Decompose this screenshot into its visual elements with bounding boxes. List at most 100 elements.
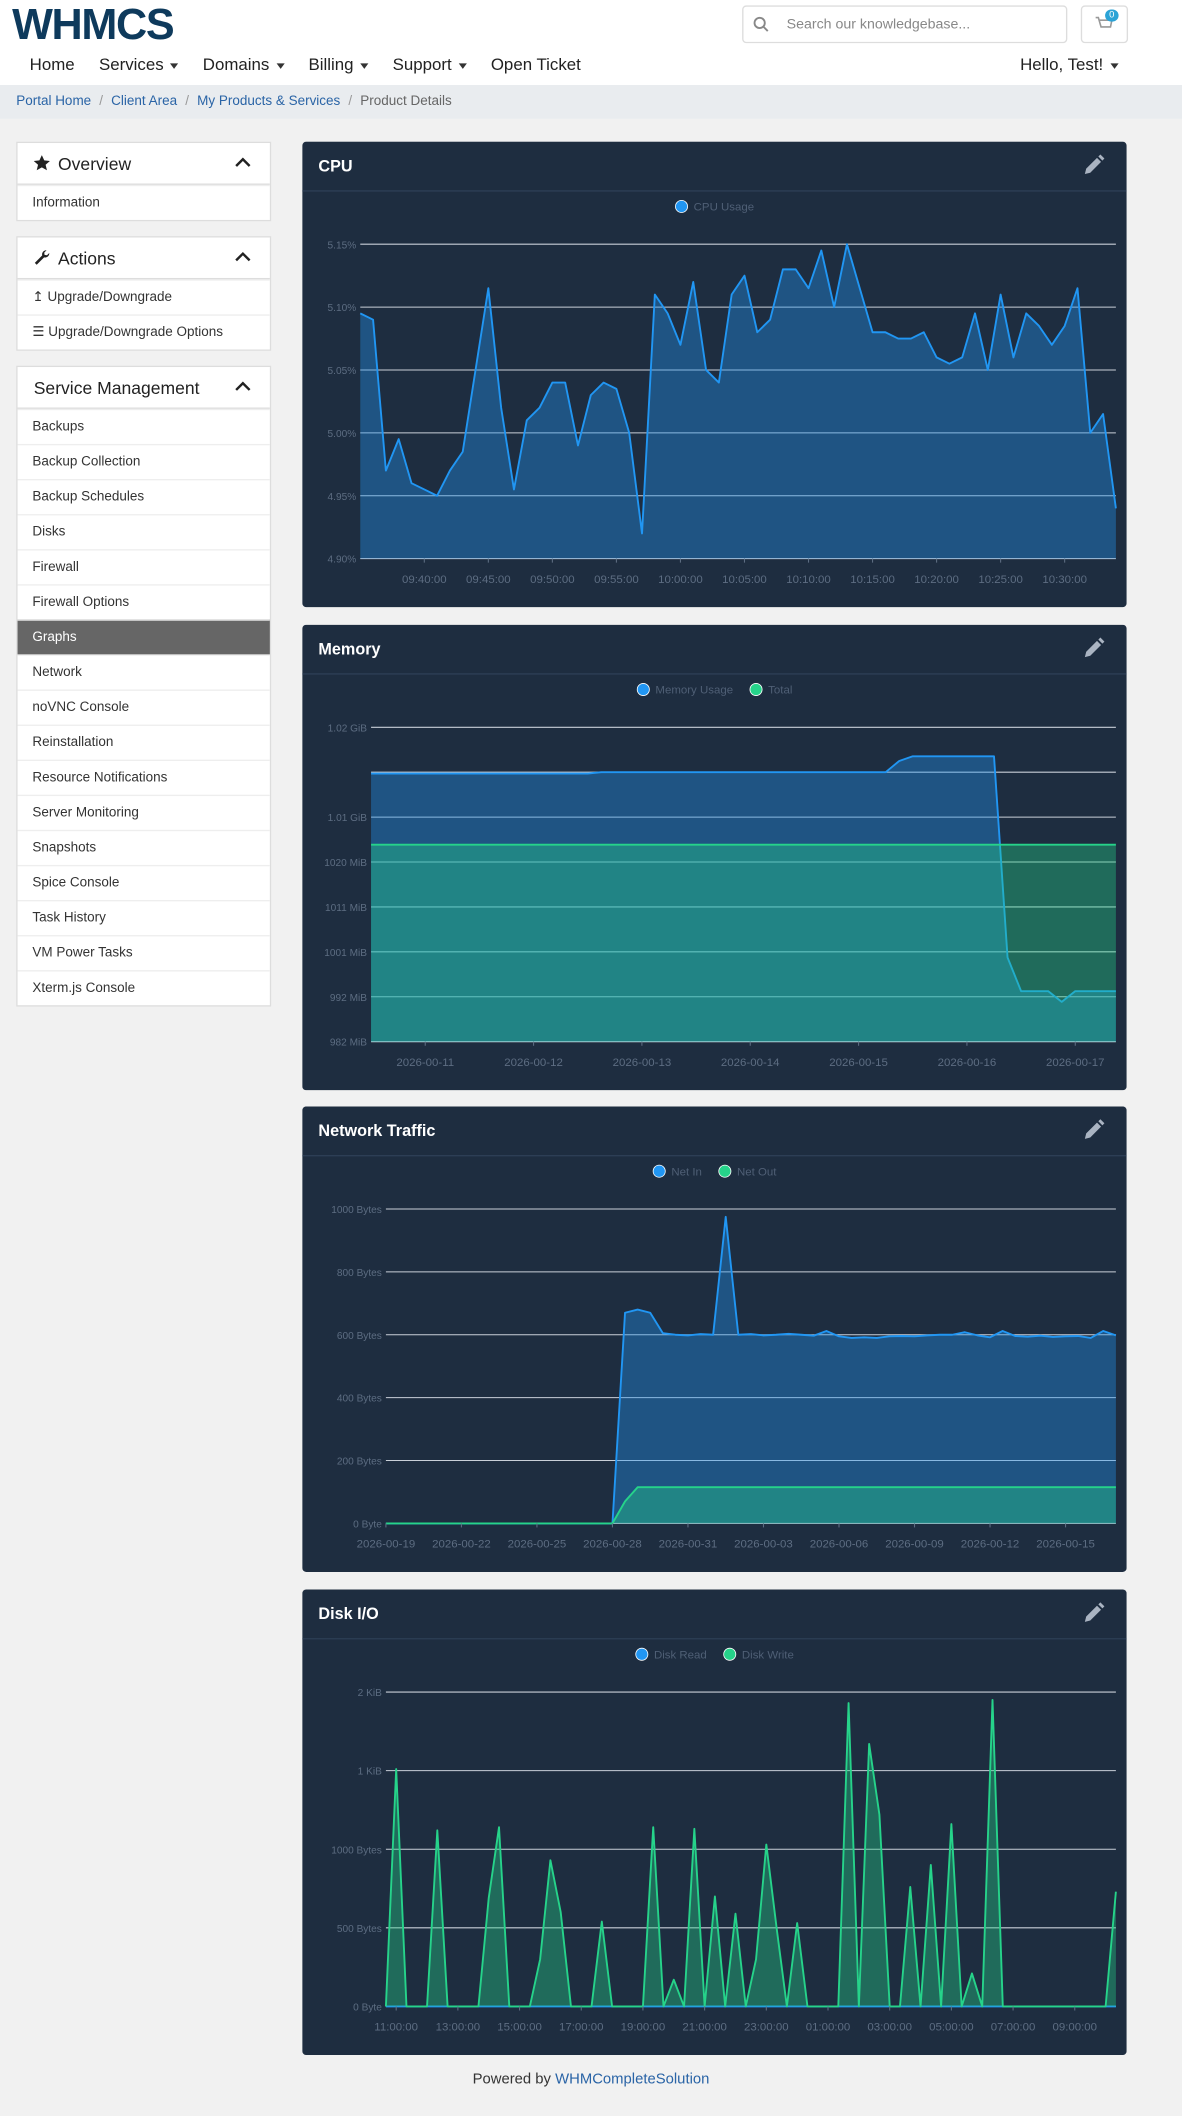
cart-button[interactable]: 0: [1080, 5, 1129, 44]
y-tick-label: 982 MiB: [330, 1037, 367, 1048]
sidebar-item-label[interactable]: Task History: [32, 910, 106, 926]
user-menu[interactable]: Hello, Test!: [1020, 55, 1119, 75]
sidebar-item[interactable]: Network: [17, 654, 270, 689]
sidebar-item[interactable]: Resource Notifications: [17, 759, 270, 795]
series-area: [385, 1699, 1116, 2006]
x-tick-label: 2026-00-28: [583, 1539, 642, 1551]
nav-item[interactable]: Support: [393, 55, 467, 74]
x-tick-label: 15:00:00: [497, 2021, 542, 2033]
edit-icon[interactable]: [1084, 1119, 1105, 1139]
plot: [385, 1215, 1117, 1525]
caret: [276, 63, 285, 69]
footer-link[interactable]: WHMCompleteSolution: [555, 2071, 710, 2088]
panel-header[interactable]: Actions: [17, 237, 270, 280]
breadcrumb-item[interactable]: Client Area: [111, 94, 178, 110]
nav-item[interactable]: Home: [30, 55, 75, 74]
series-area: [385, 1487, 1116, 1524]
nav-label[interactable]: Domains: [202, 55, 270, 75]
series-line: [384, 1698, 1117, 2007]
nav-label[interactable]: Support: [392, 55, 452, 75]
collapse-icon[interactable]: [235, 381, 251, 392]
sidebar-item[interactable]: Spice Console: [17, 864, 270, 900]
sidebar-item-label[interactable]: Information: [32, 195, 100, 211]
sidebar-item[interactable]: Backup Collection: [17, 443, 270, 479]
nav-item[interactable]: Domains: [202, 55, 285, 75]
nav-item[interactable]: Open Ticket: [491, 55, 581, 74]
x-tick-label: 2026-00-12: [504, 1056, 563, 1068]
sidebar-item[interactable]: Firewall: [17, 549, 270, 584]
sidebar-item-label[interactable]: Upgrade/Downgrade: [47, 290, 172, 305]
card-background: [302, 624, 1127, 1090]
sidebar-item-label[interactable]: Firewall: [32, 559, 79, 575]
sidebar-item[interactable]: Disks: [17, 514, 270, 549]
footer: Powered by WHMCompleteSolution: [0, 2071, 1182, 2087]
sidebar-item[interactable]: Xterm.js Console: [17, 970, 270, 1005]
sidebar-item[interactable]: Backups: [17, 408, 270, 444]
x-tick-label: 2026-00-15: [829, 1056, 888, 1068]
y-tick-label: 0 Byte: [353, 2002, 382, 2013]
sidebar-item[interactable]: Reinstallation: [17, 724, 270, 760]
sidebar-item-label[interactable]: Backup Schedules: [32, 489, 145, 505]
sidebar-item[interactable]: noVNC Console: [17, 689, 270, 725]
sidebar-item[interactable]: VM Power Tasks: [17, 935, 270, 970]
breadcrumb-item: Product Details: [360, 94, 452, 110]
sidebar-item-label[interactable]: Backup Collection: [32, 454, 141, 470]
panel-title: Actions: [58, 247, 116, 268]
sidebar-item[interactable]: Graphs: [17, 619, 270, 655]
breadcrumb-item[interactable]: My Products & Services: [197, 94, 341, 110]
series-area: [360, 244, 1116, 559]
card-title: Disk I/O: [318, 1605, 378, 1623]
sidebar-item-label[interactable]: Network: [32, 665, 82, 681]
sidebar-item-label[interactable]: Resource Notifications: [32, 770, 168, 786]
edit-icon[interactable]: [1084, 636, 1105, 657]
sidebar-item-label[interactable]: VM Power Tasks: [32, 945, 133, 961]
edit-icon[interactable]: [1084, 154, 1105, 175]
breadcrumb-item[interactable]: Portal Home: [16, 94, 92, 110]
sidebar-item[interactable]: Information: [17, 184, 270, 220]
edit-icon[interactable]: [1084, 1601, 1105, 1622]
x-tick-label: 2026-00-12: [961, 1539, 1020, 1551]
x-tick-label: 2026-00-17: [1046, 1056, 1105, 1068]
panel-header[interactable]: Overview: [17, 143, 270, 185]
search-box[interactable]: Search our knowledgebase...: [742, 5, 1068, 44]
x-tick-label: 09:45:00: [466, 574, 511, 586]
sidebar-item[interactable]: ↥ Upgrade/Downgrade: [17, 279, 270, 314]
y-tick-label: 5.00%: [328, 429, 357, 440]
nav-label[interactable]: Home: [29, 55, 75, 75]
separator: /: [348, 94, 353, 110]
sidebar-item[interactable]: Server Monitoring: [17, 794, 270, 830]
user-name[interactable]: Hello, Test!: [1020, 55, 1104, 75]
nav-label[interactable]: Services: [98, 55, 164, 75]
collapse-icon[interactable]: [235, 157, 251, 168]
logo[interactable]: WHMCS: [12, 0, 174, 49]
x-tick-label: 07:00:00: [991, 2021, 1036, 2033]
sidebar-item[interactable]: Backup Schedules: [17, 479, 270, 514]
sidebar-item-label[interactable]: Upgrade/Downgrade Options: [48, 325, 224, 341]
sidebar-item[interactable]: ☰ Upgrade/Downgrade Options: [17, 314, 270, 349]
legend-label: Total: [768, 684, 792, 696]
sidebar-item[interactable]: Firewall Options: [17, 584, 270, 619]
collapse-icon[interactable]: [235, 251, 251, 262]
y-tick-label: 1001 MiB: [324, 947, 367, 958]
sidebar-item-label[interactable]: Server Monitoring: [32, 805, 139, 821]
sidebar-item[interactable]: Task History: [17, 899, 270, 935]
sidebar-item-label[interactable]: noVNC Console: [32, 700, 130, 716]
panel-icon: [33, 155, 50, 171]
sidebar-item[interactable]: Snapshots: [17, 829, 270, 865]
x-tick-label: 11:00:00: [374, 2021, 418, 2033]
nav-label[interactable]: Open Ticket: [490, 55, 581, 75]
sidebar-item-label[interactable]: Disks: [32, 524, 66, 540]
nav-item[interactable]: Services: [99, 55, 179, 74]
sidebar-item-label[interactable]: Graphs: [32, 630, 77, 645]
sidebar-item-label[interactable]: Spice Console: [32, 875, 120, 891]
nav-item[interactable]: Billing: [308, 55, 369, 75]
sidebar-item-label[interactable]: Firewall Options: [32, 595, 130, 610]
panel-header[interactable]: Service Management: [17, 367, 270, 409]
sidebar-item-label[interactable]: Reinstallation: [32, 735, 114, 751]
sidebar-item-label[interactable]: Snapshots: [32, 840, 97, 856]
nav-label[interactable]: Billing: [308, 55, 354, 75]
card-background: [302, 1588, 1127, 2055]
sidebar-item-label[interactable]: Backups: [32, 419, 85, 435]
sidebar-item-label[interactable]: Xterm.js Console: [32, 980, 136, 996]
